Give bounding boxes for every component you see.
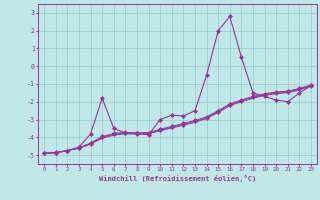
X-axis label: Windchill (Refroidissement éolien,°C): Windchill (Refroidissement éolien,°C): [99, 175, 256, 182]
